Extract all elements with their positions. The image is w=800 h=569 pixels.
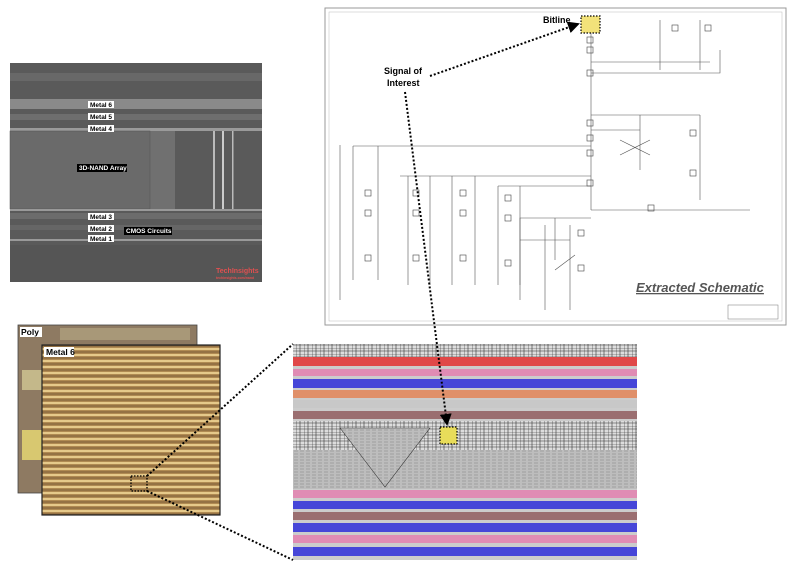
label-metal-2: Metal 2 bbox=[90, 226, 112, 233]
metal6-label: Metal 6 bbox=[46, 347, 75, 357]
die-region-box bbox=[130, 475, 148, 492]
label-metal-4: Metal 4 bbox=[90, 126, 112, 133]
poly-label-bg bbox=[20, 327, 42, 337]
schematic-title: Extracted Schematic bbox=[636, 280, 765, 295]
signal-label-line1: Signal of bbox=[384, 66, 423, 76]
extracted-schematic bbox=[324, 7, 787, 326]
transistor-glyphs bbox=[364, 24, 712, 272]
label-metal-6: Metal 6 bbox=[90, 102, 112, 109]
label-metal-5: Metal 5 bbox=[90, 114, 112, 121]
label-metal-3: Metal 3 bbox=[90, 214, 112, 221]
zoom-connector-top bbox=[146, 343, 294, 477]
title-block bbox=[727, 304, 779, 320]
poly-label: Poly bbox=[21, 327, 39, 337]
label-cmos-circuits: CMOS Circuits bbox=[126, 228, 172, 235]
signal-highlight-layout bbox=[439, 426, 458, 445]
bitline-label: Bitline bbox=[543, 15, 571, 25]
techinsights-watermark: TechInsights bbox=[216, 268, 259, 275]
metal6-label-bg bbox=[44, 347, 74, 357]
zoomed-layout bbox=[293, 344, 637, 560]
sem-labels: Metal 6 Metal 5 Metal 4 Metal 3 Metal 2 … bbox=[77, 101, 259, 280]
label-metal-1: Metal 1 bbox=[90, 236, 112, 243]
zoom-connector-bottom bbox=[146, 490, 294, 561]
sem-cross-section bbox=[9, 63, 262, 282]
techinsights-url: techinsights.com/nand bbox=[216, 276, 254, 280]
signal-label-line2: Interest bbox=[387, 78, 420, 88]
dotted-connectors bbox=[146, 21, 580, 561]
label-3d-nand-array: 3D-NAND Array bbox=[79, 165, 127, 172]
bitline-highlight bbox=[580, 15, 601, 34]
